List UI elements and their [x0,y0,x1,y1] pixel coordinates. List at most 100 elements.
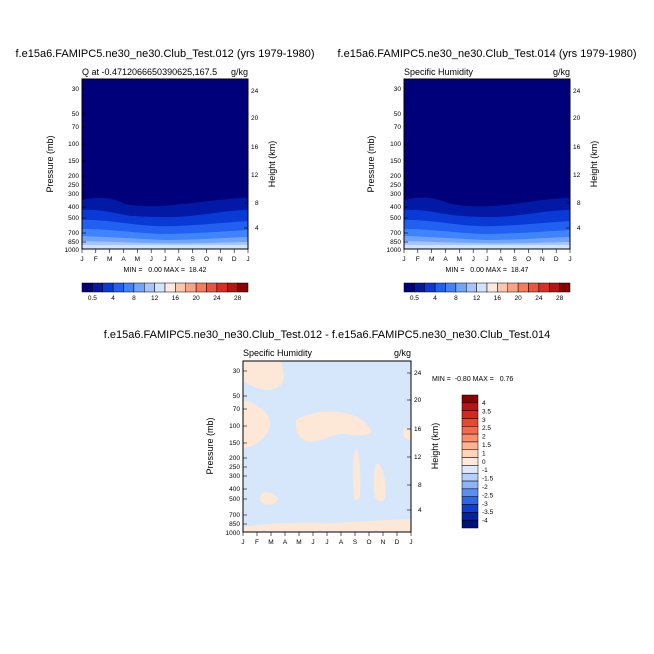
panel-3-positive-region [352,448,361,501]
panel-1-y-tick-label: 200 [68,173,79,180]
panel-3-stats: MIN = -0.80 MAX = 0.76 [432,376,513,383]
panel-3-y-tick-label: 250 [229,464,240,471]
panel-2-y-tick-label: 250 [390,182,401,189]
panel-3-y-tick-label: 30 [233,368,241,375]
panel-2-y-tick-labels: 30 50 70 100 150 200 250 300 400 500 700… [387,86,402,254]
panel-3-colorbar-swatch [461,496,479,505]
panel-3-colorbar-swatch [461,433,479,443]
panel-2: f.e15a6.FAMIPC5.ne30_ne30.Club_Test.014 … [337,48,636,302]
panel-1-subtitle-left: Q at -0.4712066650390625,167.5 [82,67,217,77]
panel-3-y-right-tick-label: 4 [418,507,422,514]
panel-1: f.e15a6.FAMIPC5.ne30_ne30.Club_Test.012 … [15,48,314,302]
panel-2-x-tick-label: D [554,256,559,263]
panel-3-positive-region [373,463,386,502]
panel-2-x-tick-label: J [472,256,475,263]
panel-3-y-tick-label: 100 [229,423,240,430]
panel-3-y-tick-label: 300 [229,473,240,480]
panel-1-y-tick-label: 150 [68,158,79,165]
panel-3-y-axis-title: Pressure (mb) [205,417,215,474]
panel-3-colorbar-label: 3.5 [482,408,491,415]
panel-2-x-tick-labels: J F M A M J J A S O N D J [402,256,571,263]
panel-1-y-right-axis-title: Height (km) [267,141,277,188]
panel-2-colorbar-label: 16 [494,295,502,302]
panel-1-y-right-tick-label: 8 [255,200,259,207]
panel-1-title: f.e15a6.FAMIPC5.ne30_ne30.Club_Test.012 … [15,48,314,60]
panel-3-colorbar-swatch [461,426,479,435]
panel-3-colorbar-label: -3.5 [482,509,494,516]
panel-3-x-tick-label: D [395,539,400,546]
panel-1-plot-area [81,78,249,250]
panel-1-colorbar-label: 28 [234,295,242,302]
panel-1-x-tick-label: M [107,256,112,263]
panel-1-colorbar-swatch [164,282,176,293]
panel-3-y-right-tick-label: 20 [414,397,422,404]
panel-2-colorbar-swatch [559,282,571,293]
panel-1-x-tick-label: F [94,256,98,263]
panel-3-colorbar-swatch [461,394,479,404]
panel-3-colorbar-label: 3 [482,417,486,424]
panel-2-subtitle-left: Specific Humidity [404,67,474,77]
panel-1-y-tick-label: 300 [68,191,79,198]
panel-3-y-tick-labels: 30 50 70 100 150 200 250 300 400 500 700… [226,368,241,537]
panel-3-y-tick-label: 70 [233,406,241,413]
panel-2-colorbar-label: 20 [514,295,522,302]
panel-3-colorbar-swatch [461,480,479,490]
panel-3-positive-region [259,492,278,505]
panel-2-x-tick-label: J [568,256,571,263]
panel-2-y-right-tick-label: 20 [573,115,581,122]
panel-1-y-right-tick-labels: 24 20 16 12 8 4 [251,88,259,232]
panel-1-y-tick-label: 1000 [65,247,80,254]
panel-1-colorbar-swatch [195,282,207,293]
panel-2-colorbar-swatch [466,282,477,293]
panel-3-positive-region [296,411,372,442]
panel-3-x-tick-label: J [311,539,314,546]
panel-2-y-right-ticks [566,90,570,229]
panel-2-colorbar-label: 24 [535,295,543,302]
panel-3-colorbar-swatch [461,402,479,411]
panel-2-colorbar-swatch [445,282,457,293]
panel-1-y-tick-label: 30 [72,86,80,93]
panel-2-x-tick-label: S [513,256,518,263]
panel-2-colorbar-swatch [538,282,550,293]
panel-3-colorbar-label: -4 [482,518,488,525]
panel-1-x-ticks [81,249,249,253]
panel-2-y-tick-label: 300 [390,191,401,198]
panel-1-colorbar-swatch [92,282,103,293]
panel-3-x-tick-label: M [296,539,301,546]
panel-3-plot-area [242,360,412,533]
panel-1-y-tick-label: 100 [68,141,79,148]
panel-2-y-right-tick-label: 4 [577,225,581,232]
panel-1-y-tick-label: 70 [72,124,80,131]
panel-2-y-right-tick-label: 8 [577,200,581,207]
panel-3-colorbar-label: -2 [482,484,488,491]
panel-2-y-tick-label: 200 [390,173,401,180]
panel-3-x-tick-label: A [339,539,344,546]
panel-2-y-tick-label: 30 [394,86,402,93]
panel-1-x-tick-label: J [150,256,153,263]
panel-3-y-right-tick-label: 12 [414,454,422,461]
panel-3-colorbar-label: -1.5 [482,476,494,483]
panel-3-x-tick-label: O [366,539,371,546]
panel-1-colorbar-label: 16 [172,295,180,302]
panel-1-x-tick-label: O [204,256,209,263]
panel-2-x-tick-label: M [429,256,434,263]
panel-3-x-tick-labels: J F M A M J J A S O N D J [241,539,412,546]
panel-3-colorbar-label: 1.5 [482,442,491,449]
panel-1-colorbar-label: 20 [192,295,200,302]
panel-1-y-right-tick-label: 4 [255,225,259,232]
panel-1-colorbar-swatch [123,282,135,293]
panel-1-y-tick-label: 250 [68,182,79,189]
panel-3-subtitle-left: Specific Humidity [243,348,313,358]
panel-1-y-axis-title: Pressure (mb) [45,135,55,192]
panel-1-y-right-tick-label: 20 [251,115,259,122]
panel-3-y-right-tick-labels: 24 20 16 12 8 4 [414,370,422,514]
panel-1-colorbar-swatch [227,282,238,293]
panel-1-x-tick-label: J [163,256,166,263]
panel-1-colorbar-swatch [206,282,218,293]
panel-3-colorbar-swatch [461,465,479,474]
panel-2-colorbar-swatch [414,282,425,293]
panel-2-x-tick-label: A [499,256,504,263]
panel-1-y-tick-label: 850 [68,239,79,246]
panel-2-y-right-tick-label: 16 [573,144,581,151]
